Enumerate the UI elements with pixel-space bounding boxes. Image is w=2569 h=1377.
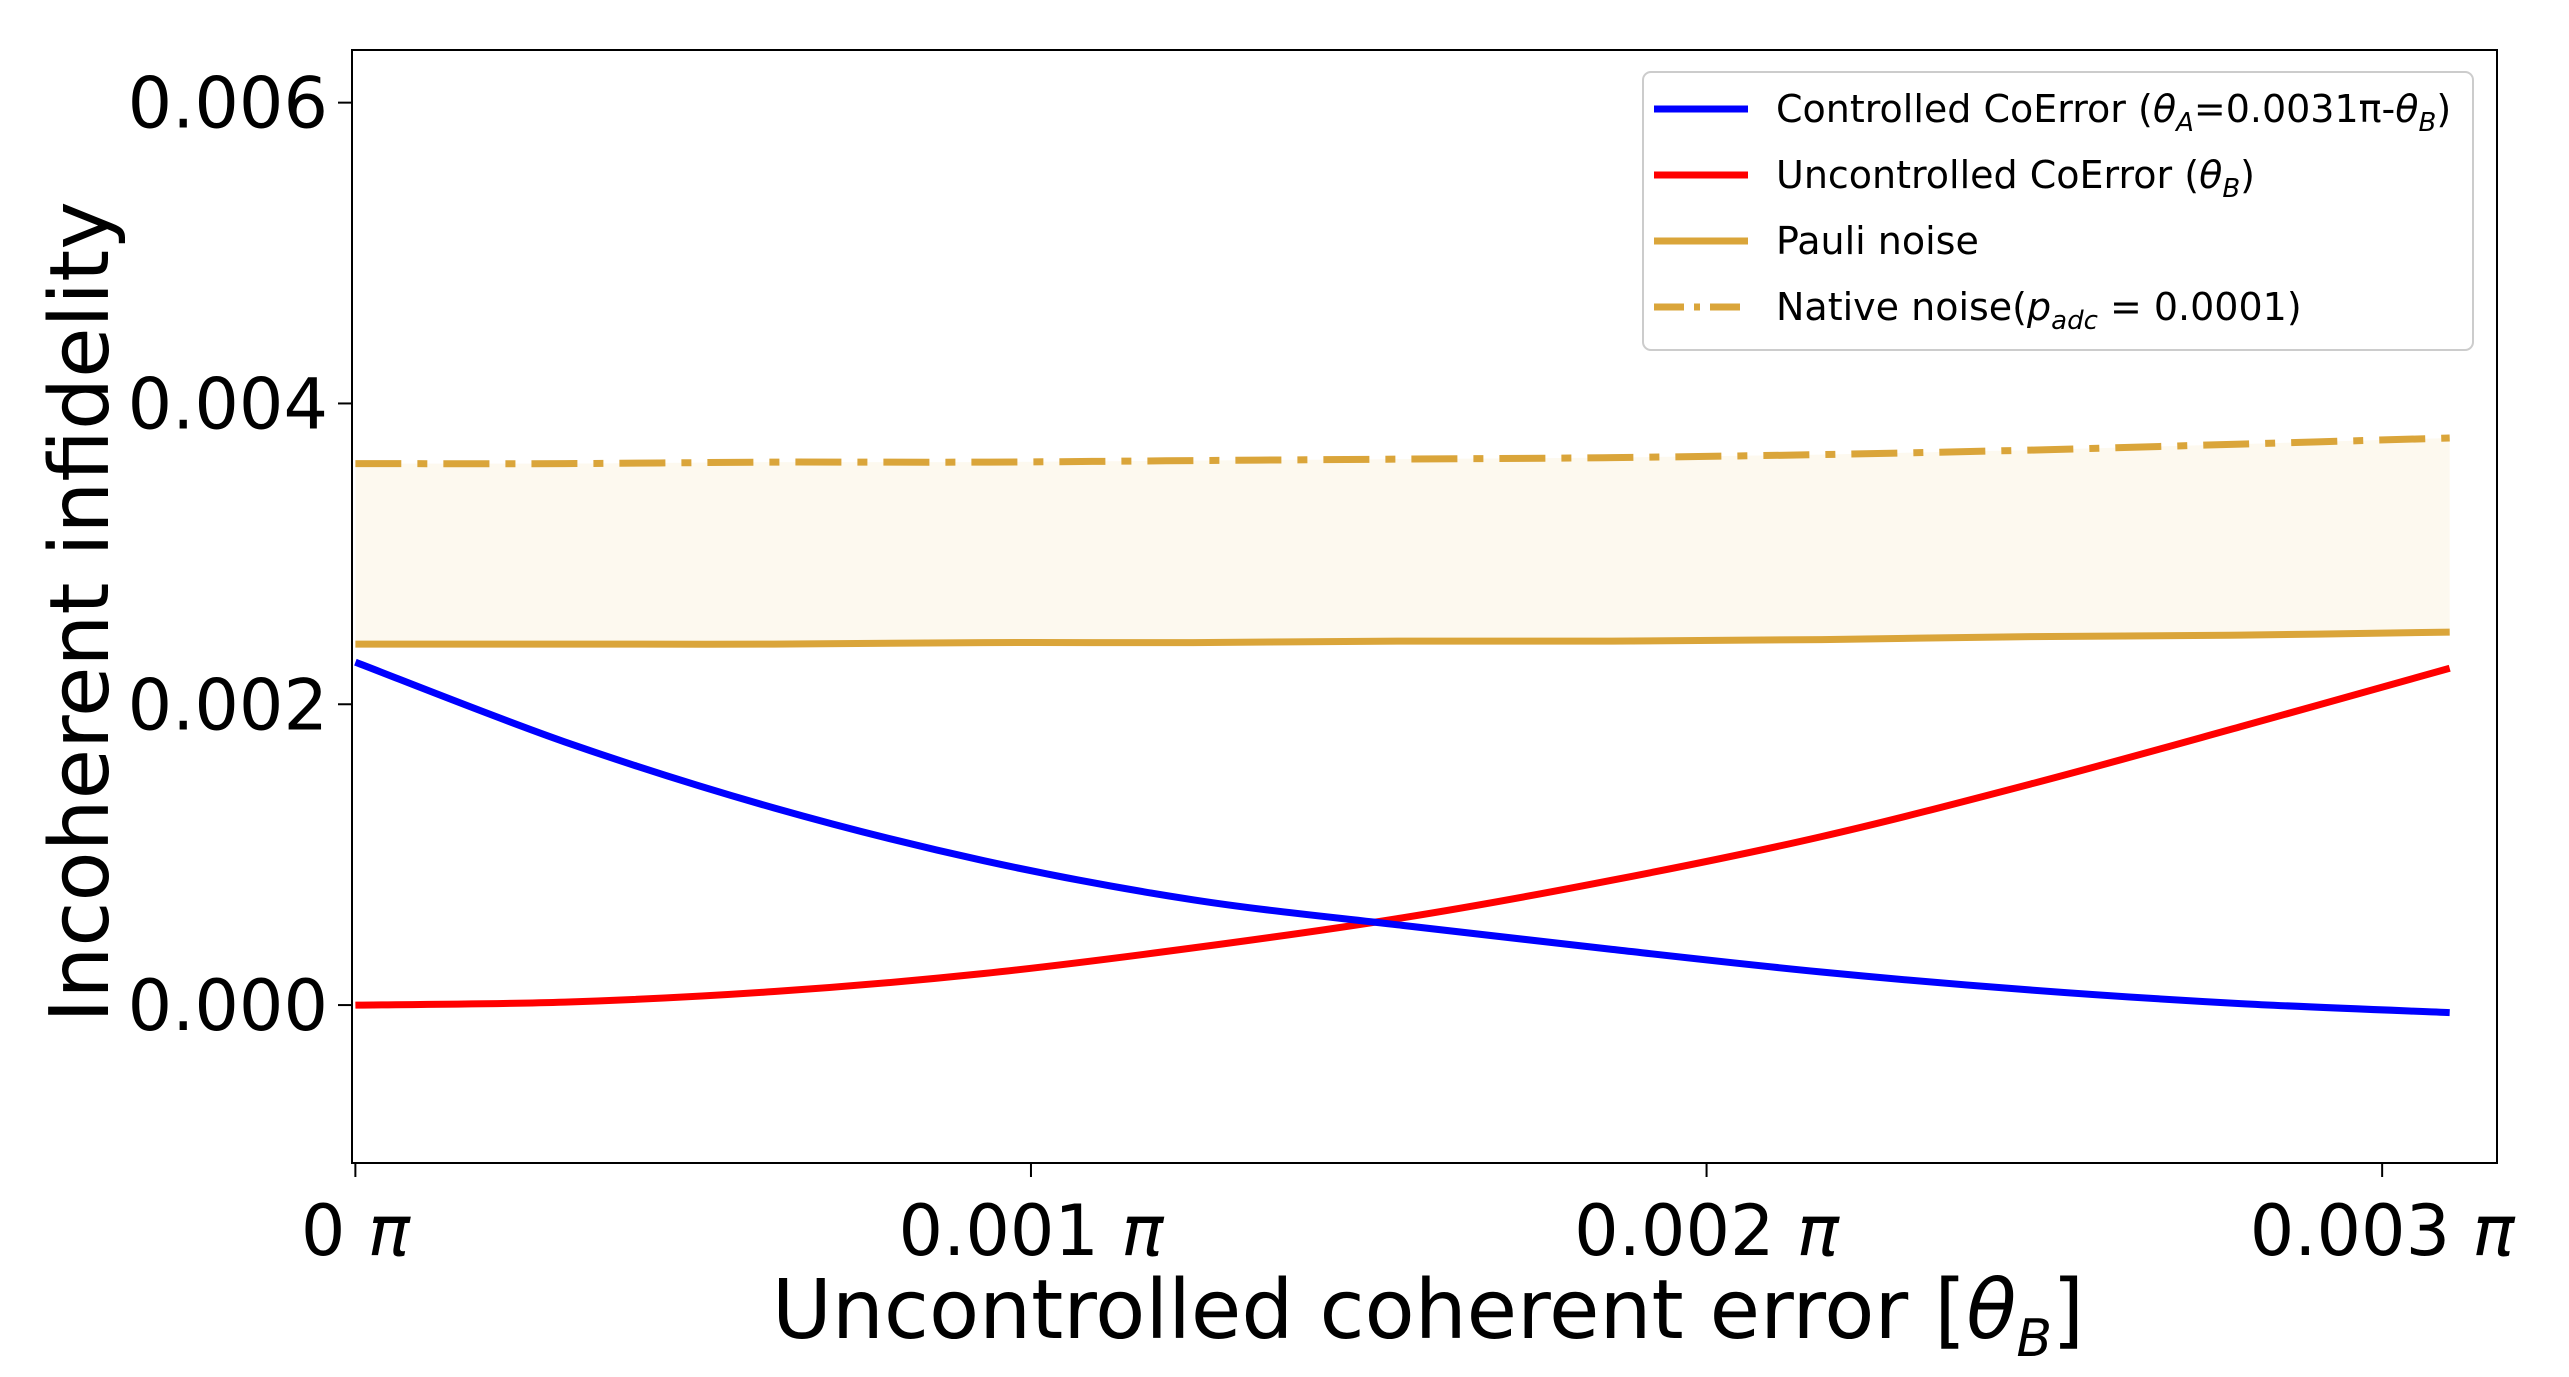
legend-box — [1642, 71, 2474, 351]
series-line-pauli — [355, 628, 2450, 648]
x-axis-ticks: 0 π 0.001 π 0.002 π 0.003 π — [301, 1163, 2516, 1272]
plot-frame — [351, 49, 2498, 1164]
legend-label-native: Native noise(padc = 0.0001) — [1776, 285, 2302, 336]
series-line-controlled — [354, 658, 2450, 1017]
series-line-uncontrolled — [355, 664, 2451, 1009]
fill-between-area — [355, 438, 2450, 645]
x-tick-label: 0.003 π — [2250, 1190, 2517, 1272]
x-axis-label-end: ] — [2052, 1263, 2084, 1358]
x-axis-label-subscript: B — [2016, 1309, 2052, 1369]
legend: Controlled CoError (θA=0.0031π-θB) Uncont… — [1642, 71, 2474, 351]
x-axis-label-symbol: θ — [1966, 1263, 2016, 1358]
x-tick-label: 0 π — [301, 1190, 412, 1272]
series-line-native — [355, 434, 2450, 468]
x-axis-label: Uncontrolled coherent error [θB] — [772, 1263, 2084, 1369]
legend-label-uncontrolled: Uncontrolled CoError (θB) — [1776, 153, 2255, 204]
y-tick-label: 0.002 — [128, 664, 328, 746]
fill-between-region — [355, 438, 2450, 645]
series-lines — [354, 434, 2451, 1017]
legend-label-controlled: Controlled CoError (θA=0.0031π-θB) — [1776, 87, 2451, 138]
y-axis-ticks: 0.000 0.002 0.004 0.006 — [128, 63, 352, 1047]
x-tick-label: 0.002 π — [1574, 1190, 1841, 1272]
y-tick-label: 0.004 — [128, 363, 328, 445]
y-tick-label: 0.006 — [128, 63, 328, 145]
y-tick-label: 0.000 — [128, 965, 328, 1047]
x-tick-label: 0.001 π — [899, 1190, 1166, 1272]
legend-label-pauli: Pauli noise — [1776, 219, 1979, 263]
x-axis-label-main: Uncontrolled coherent error [ — [772, 1263, 1966, 1358]
y-axis-label: Incoherent infidelity — [33, 201, 128, 1023]
